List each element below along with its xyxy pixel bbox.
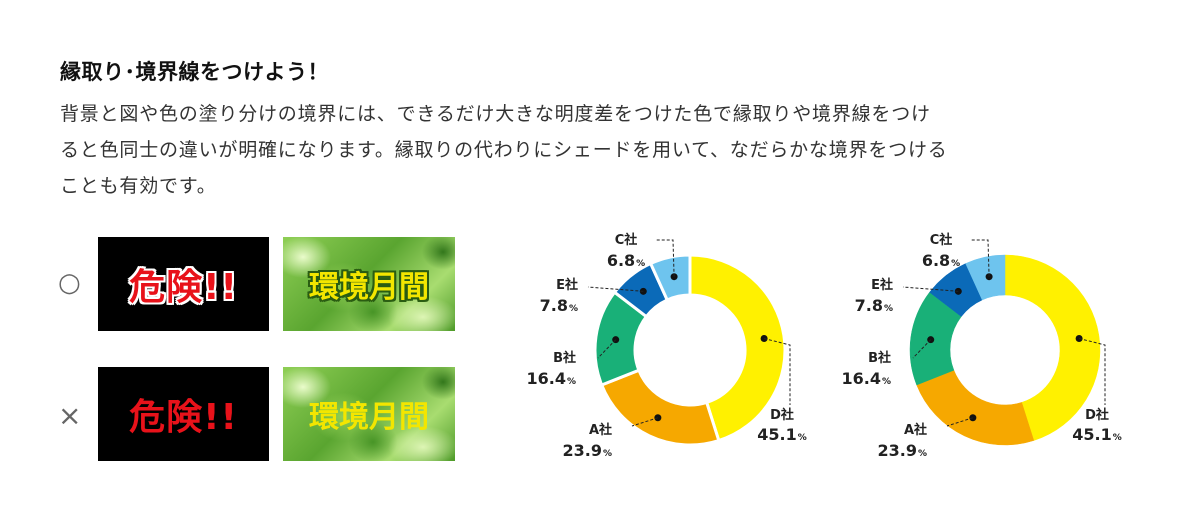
slice-unit: % (884, 304, 893, 314)
donut-slice (648, 253, 692, 302)
slice-label: E社 (871, 277, 893, 293)
leader-line (902, 286, 959, 292)
donut-slice (1004, 254, 1101, 441)
slice-label: B社 (553, 350, 576, 366)
slice-value: 23.9% (562, 441, 612, 460)
slice-value: 7.8% (540, 296, 578, 315)
description-line: ことも有効です。 (60, 175, 217, 197)
slice-value: 16.4% (841, 369, 891, 388)
slice-unit: % (636, 259, 645, 269)
slice-value: 45.1% (757, 425, 807, 444)
slice-label: E社 (556, 277, 578, 293)
donut-slice (599, 368, 721, 447)
slice-unit: % (798, 433, 807, 443)
slice-value: 6.8% (922, 251, 960, 270)
donut-slice (916, 369, 1035, 446)
environment-text: 環境月間 (309, 270, 429, 305)
danger-text: 危険!! (129, 397, 238, 438)
slice-dot (985, 273, 993, 281)
environment-sample-outlined: 環境月間 (283, 237, 455, 331)
slice-dot (927, 336, 935, 344)
slice-unit: % (569, 304, 578, 314)
slice-label: D社 (1085, 407, 1109, 423)
slice-dot (969, 414, 977, 422)
slice-dot (760, 335, 768, 343)
leader-line (763, 338, 791, 405)
slice-label: A社 (904, 422, 927, 438)
leader-line (597, 339, 617, 359)
leaf-background (283, 367, 455, 461)
slice-label: D社 (770, 407, 794, 423)
danger-text: 危険!! (129, 267, 238, 308)
environment-sample-plain: 環境月間 (283, 367, 455, 461)
leader-line (631, 417, 659, 427)
slice-label: C社 (615, 232, 638, 248)
donut-slice (688, 253, 787, 443)
slice-label: A社 (589, 422, 612, 438)
leader-line (656, 239, 675, 277)
danger-sample-plain: 危険!! (98, 367, 269, 461)
slice-unit: % (1113, 433, 1122, 443)
slice-unit: % (918, 449, 927, 459)
section-title: 縁取り･境界線をつけよう！ (60, 60, 329, 84)
leader-line (912, 339, 932, 359)
leader-line (971, 239, 990, 277)
slice-unit: % (603, 449, 612, 459)
leaf-background (283, 237, 455, 331)
slice-value: 6.8% (607, 251, 645, 270)
slice-value: 23.9% (877, 441, 927, 460)
description-line: ると色同士の違いが明確になります。縁取りの代わりにシェードを用いて、なだらかな境… (60, 139, 948, 161)
share-donut-chart-bordered: D社 45.1% A社 23.9% B社 16.4% E社 7.8% C社 6.8% (526, 232, 807, 460)
section-description: 背景と図や色の塗り分けの境界には、できるだけ大きな明度差をつけた色で縁取りや境界… (60, 96, 1150, 204)
slice-label: B社 (868, 350, 891, 366)
bad-mark-icon: × (58, 399, 82, 432)
good-mark-icon: ○ (58, 268, 81, 298)
share-donut-chart-plain: D社 45.1% A社 23.9% B社 16.4% E社 7.8% C社 6.8% (841, 232, 1122, 460)
slice-unit: % (951, 259, 960, 269)
slice-dot (670, 273, 678, 281)
slice-unit: % (882, 377, 891, 387)
slice-value: 45.1% (1072, 425, 1122, 444)
slice-dot (654, 414, 662, 422)
environment-text: 環境月間 (309, 400, 429, 435)
danger-sample-outlined: 危険!! (98, 237, 269, 331)
leader-line (1078, 338, 1106, 405)
slice-dot (612, 336, 620, 344)
description-line: 背景と図や色の塗り分けの境界には、できるだけ大きな明度差をつけた色で縁取りや境界… (60, 103, 931, 125)
slice-label: C社 (930, 232, 953, 248)
leader-line (946, 417, 974, 427)
slice-unit: % (567, 377, 576, 387)
slice-value: 7.8% (855, 296, 893, 315)
slice-value: 16.4% (526, 369, 576, 388)
donut-slice (965, 254, 1006, 301)
leader-line (587, 286, 644, 292)
